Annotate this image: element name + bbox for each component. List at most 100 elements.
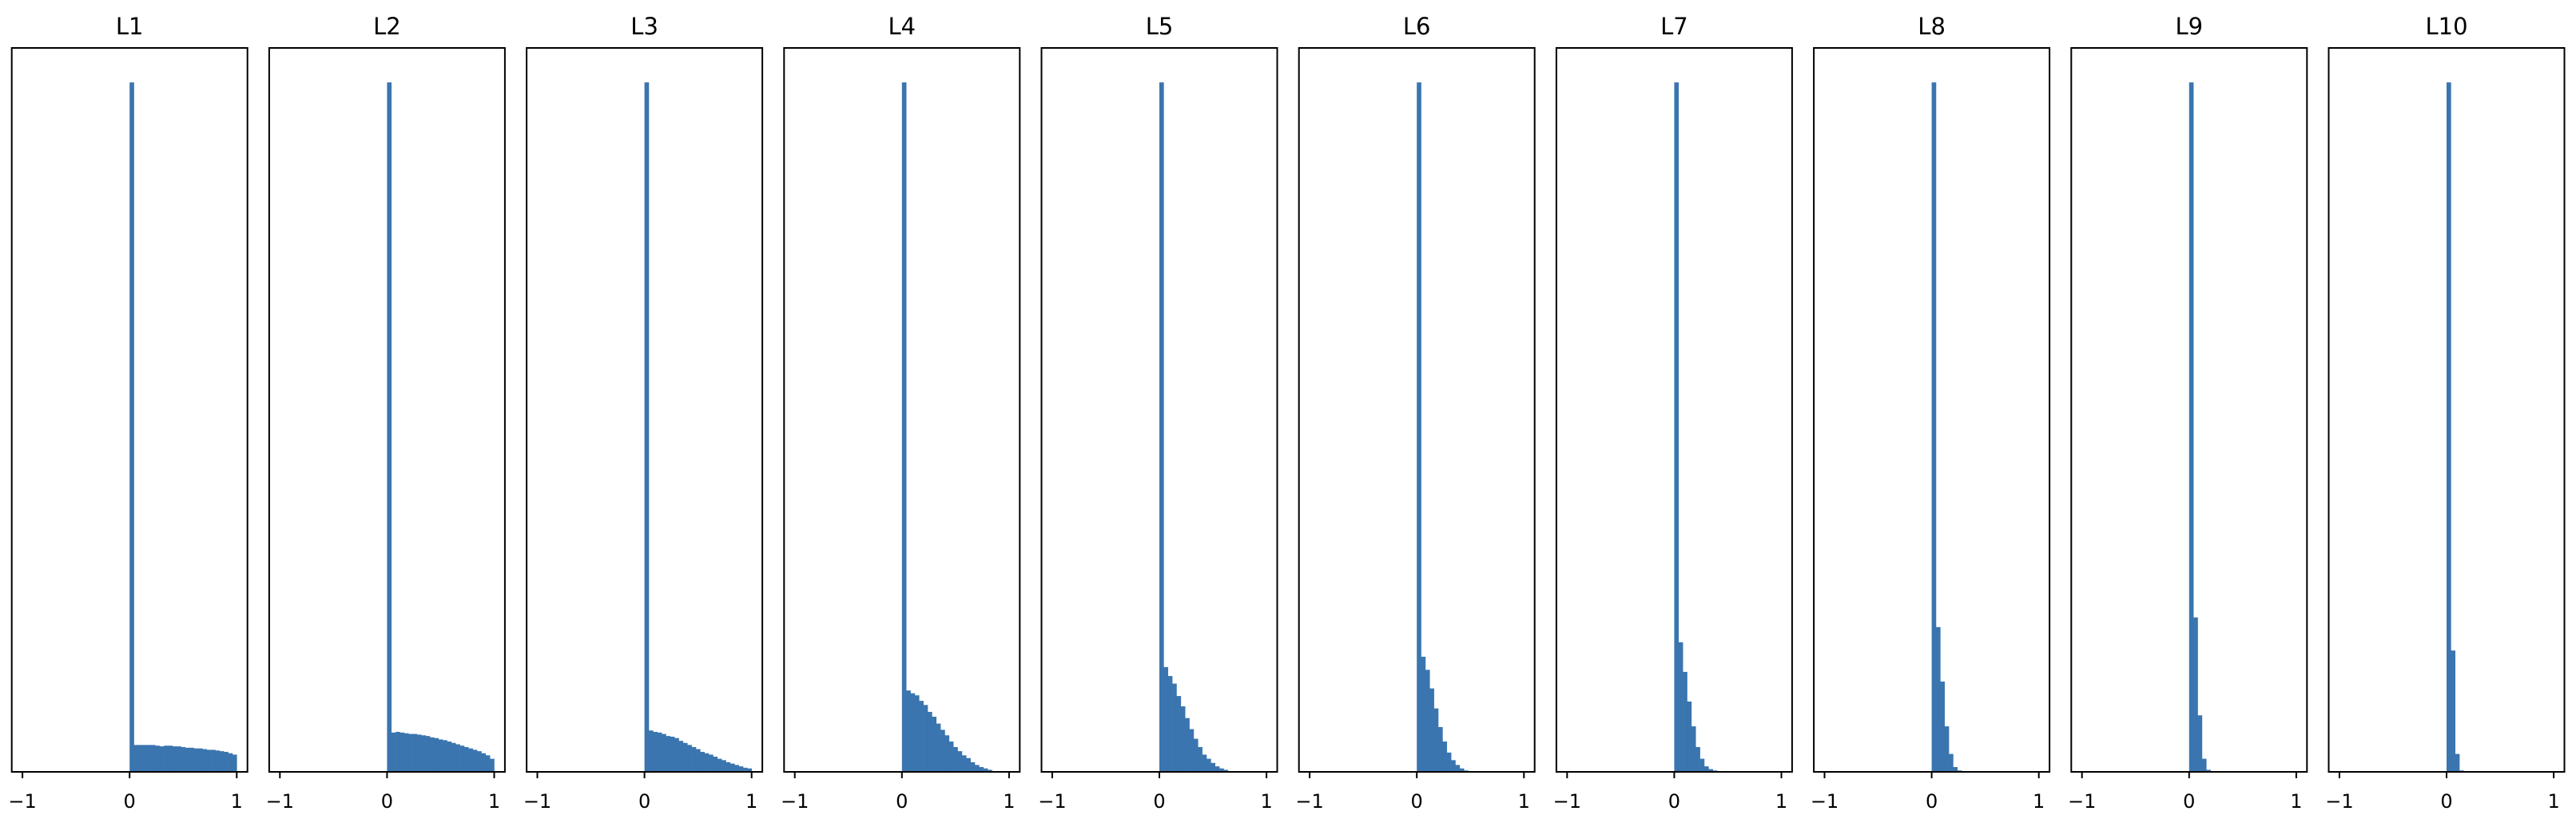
histogram-bar	[1953, 766, 1958, 772]
subplot-l2: −1 0 1 L2	[266, 13, 506, 813]
histogram-bar	[391, 732, 396, 772]
histogram-bar	[451, 742, 456, 772]
histogram-bar	[1438, 726, 1443, 772]
histogram-bar	[455, 744, 460, 772]
histogram-bar	[1180, 706, 1186, 772]
histogram-bar	[172, 746, 177, 772]
x-tick-label: −1	[266, 790, 294, 813]
x-tick-label: 1	[231, 790, 243, 813]
x-tick-label: 0	[638, 790, 650, 813]
histogram-bar	[966, 757, 971, 772]
histogram-bar	[725, 761, 731, 772]
histogram-bar	[198, 748, 203, 772]
histogram-bar	[961, 755, 967, 772]
histogram-bar	[906, 690, 911, 772]
histogram-bar	[2201, 758, 2207, 772]
histogram-bar	[1193, 738, 1199, 772]
histogram-bar	[979, 766, 984, 772]
histogram-bar	[1940, 681, 1945, 772]
histogram-bar-spike	[1674, 82, 1680, 772]
histogram-bar	[2193, 617, 2198, 772]
histogram-bar	[666, 736, 671, 772]
histogram-bar	[648, 730, 654, 772]
histogram-bar	[443, 740, 447, 772]
subplot-l4: −1 0 1 L4	[781, 13, 1021, 813]
x-tick-label: 0	[1411, 790, 1423, 813]
subplot-l10: −1 0 1 L10	[2325, 13, 2566, 813]
histogram-bar	[137, 745, 143, 772]
histogram-bar	[1446, 752, 1452, 772]
histogram-bar	[193, 748, 199, 772]
histogram-bar	[734, 765, 739, 772]
histogram-bar	[747, 768, 752, 772]
x-tick-label: −1	[781, 790, 809, 813]
histogram-bar	[704, 753, 710, 772]
histogram-bar	[1189, 729, 1195, 772]
x-tick-label: −1	[523, 790, 551, 813]
histogram-bar	[416, 734, 422, 772]
subplot-l8: −1 0 1 L8	[1811, 13, 2051, 813]
histogram-bar	[957, 751, 963, 772]
histogram-bar	[412, 734, 418, 772]
subplot-l6: −1 0 1 L6	[1295, 13, 1536, 813]
histogram-bar	[940, 730, 945, 772]
histogram-bar	[425, 736, 431, 772]
histogram-bar	[403, 733, 409, 772]
histogram-bar	[1219, 768, 1224, 772]
subplot-title: L8	[1918, 13, 1946, 40]
histogram-bar	[1421, 656, 1426, 772]
histogram-bar	[177, 746, 181, 772]
histogram-bar	[1687, 701, 1692, 772]
histogram-bar	[1695, 746, 1700, 772]
x-tick-label: 1	[1003, 790, 1015, 813]
histogram-bar	[1210, 762, 1216, 772]
x-tick-label: −1	[1811, 790, 1839, 813]
x-tick-label: −1	[2325, 790, 2353, 813]
histogram-bar	[1459, 768, 1465, 772]
x-tick-label: −1	[1295, 790, 1323, 813]
histogram-bar	[1949, 753, 1954, 772]
histogram-bar	[974, 765, 980, 772]
x-tick-label: −1	[8, 790, 36, 813]
histogram-bar	[1935, 626, 1941, 772]
histogram-bar	[211, 749, 216, 772]
histogram-bar	[421, 735, 426, 772]
histogram-bar	[151, 745, 156, 772]
histogram-bar	[695, 749, 701, 772]
histogram-bar-spike	[1931, 82, 1937, 772]
histogram-bar	[1691, 726, 1696, 772]
histogram-bar	[742, 767, 748, 772]
histogram-bar	[948, 741, 954, 772]
subplot-l7: −1 0 1 L7	[1553, 13, 1793, 813]
histogram-bar	[219, 751, 225, 772]
histogram-bar	[459, 745, 465, 772]
histogram-bar	[2197, 715, 2203, 772]
x-tick-label: 0	[2183, 790, 2195, 813]
histogram-bar	[228, 753, 233, 772]
x-tick-label: 1	[2290, 790, 2302, 813]
histogram-bar	[438, 739, 443, 772]
histogram-bar	[678, 741, 684, 772]
histogram-bar	[2455, 753, 2460, 772]
histogram-bar	[400, 732, 405, 772]
histogram-bar	[2206, 769, 2211, 772]
histogram-bar	[185, 747, 190, 772]
histogram-bar	[927, 711, 932, 772]
histogram-bar	[181, 746, 186, 772]
histogram-bar	[463, 746, 469, 772]
histogram-bar	[653, 731, 658, 772]
histogram-bar	[691, 746, 697, 772]
x-tick-label: 1	[745, 790, 757, 813]
subplot-l5: −1 0 1 L5	[1038, 13, 1278, 813]
histogram-bar-spike	[901, 82, 907, 772]
histogram-bar-spike	[2188, 82, 2194, 772]
histogram-bar	[168, 745, 173, 772]
histogram-bar	[1708, 769, 1713, 772]
x-tick-label: −1	[1038, 790, 1066, 813]
histogram-bar	[189, 747, 194, 772]
subplot-title: L5	[1146, 13, 1174, 40]
x-tick-label: 0	[1153, 790, 1165, 813]
histogram-bar-spike	[1159, 82, 1164, 772]
x-tick-label: −1	[1553, 790, 1581, 813]
